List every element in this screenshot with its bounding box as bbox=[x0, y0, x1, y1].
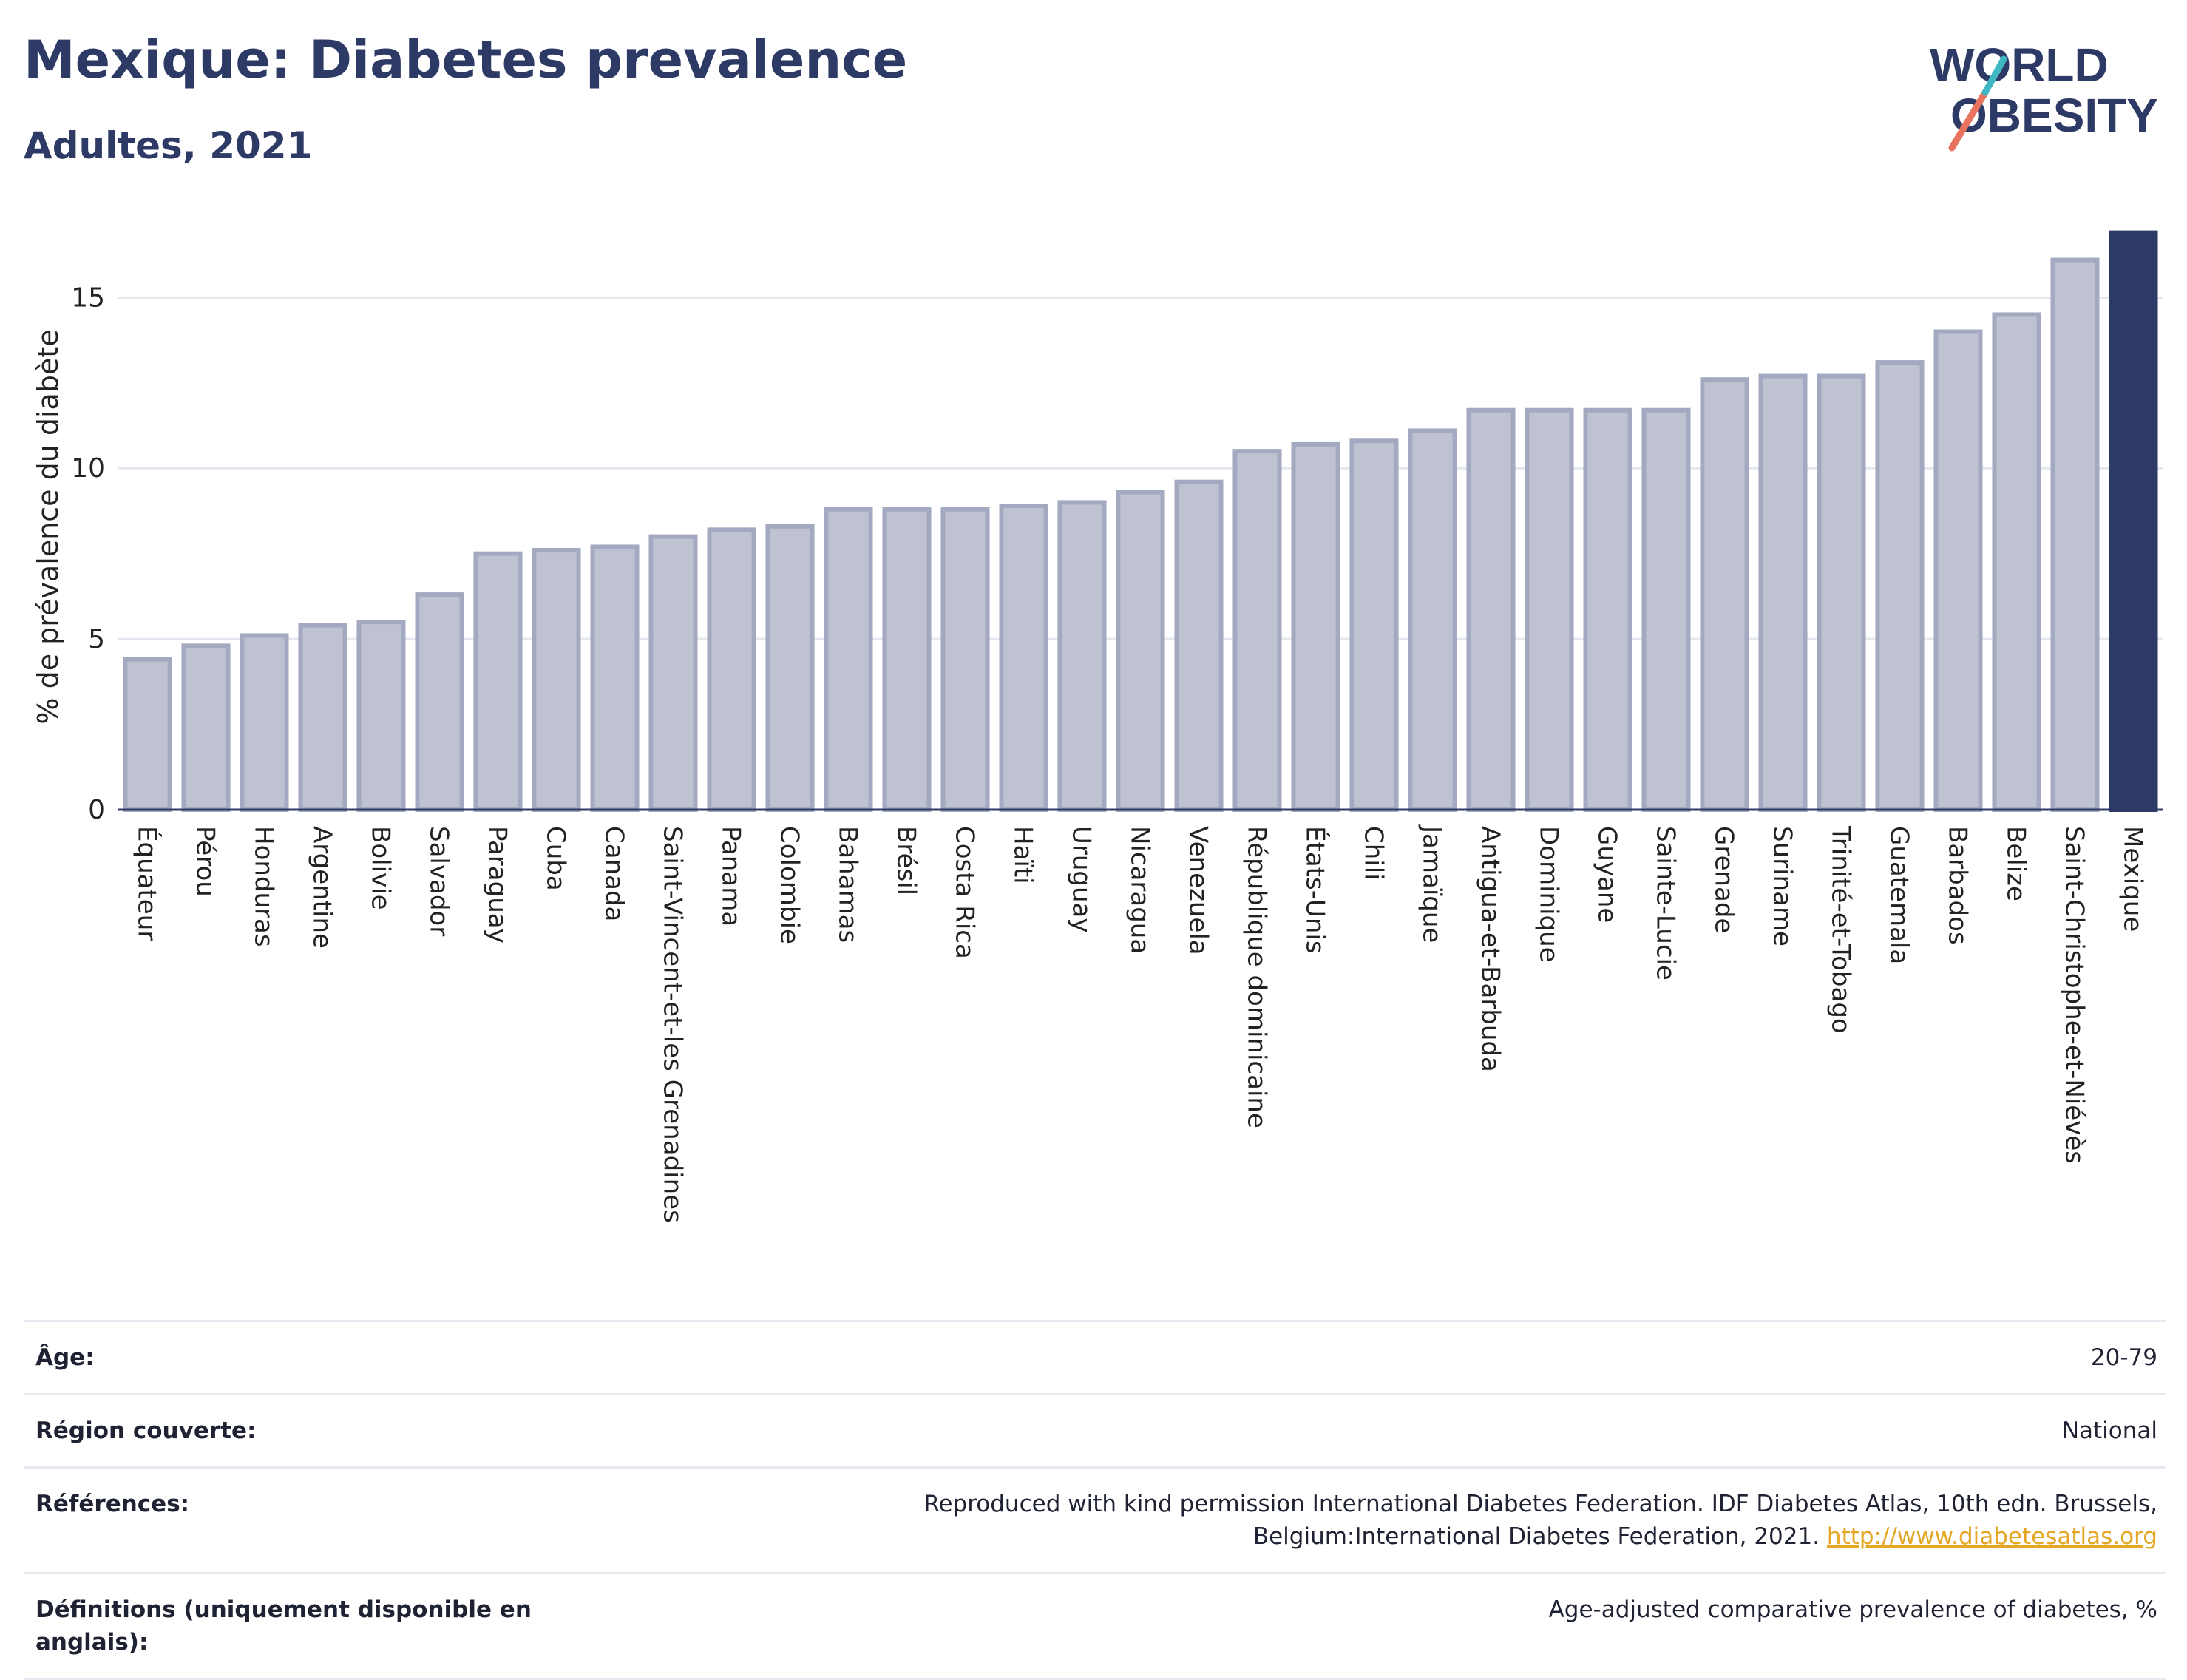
y-axis-label: % de prévalence du diabète bbox=[32, 329, 64, 724]
bar bbox=[415, 592, 464, 813]
bar bbox=[1700, 377, 1749, 813]
info-label: Âge: bbox=[35, 1344, 95, 1371]
x-tick-label: Argentine bbox=[308, 826, 337, 949]
bar bbox=[2109, 230, 2158, 812]
info-table: Âge: 20-79 Région couverte: National Réf… bbox=[24, 1320, 2166, 1680]
info-value: Age-adjusted comparative prevalence of d… bbox=[1548, 1596, 2157, 1623]
x-tick-label: Guatemala bbox=[1885, 826, 1914, 964]
x-tick-label: Jamaïque bbox=[1417, 824, 1447, 943]
logo-slash-teal bbox=[1981, 55, 2007, 96]
x-tick-label: Canada bbox=[600, 826, 629, 921]
bar bbox=[940, 507, 990, 812]
x-tick-label: Pérou bbox=[191, 826, 220, 897]
x-tick-label: États-Unis bbox=[1301, 826, 1331, 954]
x-tick-label: Saint-Christophe-et-Niévès bbox=[2060, 826, 2089, 1164]
x-tick-label: Grenade bbox=[1709, 826, 1739, 933]
references-text: Reproduced with kind permission Internat… bbox=[923, 1491, 2157, 1550]
bar bbox=[1057, 500, 1107, 812]
bar bbox=[123, 657, 172, 813]
x-tick-label: Mexique bbox=[2118, 826, 2148, 932]
x-tick-label: Haïti bbox=[1008, 826, 1038, 884]
bar bbox=[1408, 428, 1457, 812]
bar bbox=[473, 551, 523, 812]
page-subtitle: Adultes, 2021 bbox=[24, 124, 313, 167]
x-tick-label: Uruguay bbox=[1067, 826, 1096, 933]
bar bbox=[1525, 407, 1574, 812]
x-tick-label: République dominicaine bbox=[1242, 826, 1272, 1128]
x-tick-label: Venezuela bbox=[1184, 826, 1213, 955]
x-tick-label: Salvador bbox=[424, 826, 454, 936]
bar bbox=[765, 524, 815, 812]
bar bbox=[1583, 407, 1632, 812]
info-value: Reproduced with kind permission Internat… bbox=[679, 1488, 2157, 1553]
info-row-age: Âge: 20-79 bbox=[24, 1320, 2166, 1393]
bar bbox=[1349, 438, 1399, 812]
info-label: Région couverte: bbox=[35, 1418, 257, 1444]
bar bbox=[298, 623, 347, 812]
x-tick-label: Panama bbox=[716, 826, 746, 927]
x-tick-label: Chili bbox=[1359, 826, 1389, 881]
bar bbox=[1875, 360, 1925, 812]
bar bbox=[999, 504, 1048, 812]
page-title: Mexique: Diabetes prevalence bbox=[24, 30, 908, 90]
bar bbox=[824, 507, 873, 812]
logo-slash-red bbox=[1948, 89, 1989, 152]
world-obesity-logo: WORLD OBESITY bbox=[1930, 38, 2158, 152]
bar bbox=[1174, 479, 1224, 812]
bar bbox=[1466, 407, 1516, 812]
bar bbox=[882, 507, 932, 812]
bar bbox=[1933, 329, 1983, 812]
info-row-references: Références: Reproduced with kind permiss… bbox=[24, 1466, 2166, 1572]
bar bbox=[1992, 312, 2041, 813]
info-row-region: Région couverte: National bbox=[24, 1393, 2166, 1466]
x-tick-label: Costa Rica bbox=[950, 826, 980, 959]
x-tick-label: Dominique bbox=[1534, 826, 1564, 963]
bar bbox=[1758, 373, 1808, 812]
y-tick-label: 5 bbox=[88, 624, 105, 654]
x-tick-label: Bolivie bbox=[366, 826, 396, 910]
bar bbox=[1116, 490, 1165, 812]
info-value: National bbox=[2061, 1418, 2157, 1444]
x-tick-label: Barbados bbox=[1943, 826, 1973, 945]
x-tick-label: Colombie bbox=[775, 826, 804, 944]
x-tick-label: Belize bbox=[2001, 826, 2031, 901]
y-tick-label: 10 bbox=[71, 453, 105, 484]
x-tick-label: Sainte-Lucie bbox=[1651, 826, 1681, 980]
bar bbox=[181, 643, 231, 813]
info-row-definitions: Définitions (uniquement disponible en an… bbox=[24, 1572, 2166, 1680]
x-tick-label: Antigua-et-Barbuda bbox=[1476, 826, 1505, 1072]
info-label: Références: bbox=[35, 1491, 190, 1517]
bar bbox=[2050, 257, 2100, 812]
info-label: Définitions (uniquement disponible en an… bbox=[35, 1596, 532, 1656]
references-link[interactable]: http://www.diabetesatlas.org bbox=[1826, 1523, 2157, 1550]
y-tick-label: 15 bbox=[71, 282, 105, 313]
logo-line1: WORLD bbox=[1930, 38, 2109, 92]
x-tick-label: Brésil bbox=[892, 826, 921, 895]
x-tick-label: Suriname bbox=[1768, 826, 1797, 946]
bar bbox=[356, 620, 406, 812]
bar bbox=[1817, 373, 1866, 812]
info-value: 20-79 bbox=[2090, 1344, 2157, 1371]
x-tick-label: Honduras bbox=[249, 826, 279, 947]
x-tick-label: Nicaragua bbox=[1125, 826, 1155, 954]
x-tick-label: Équateur bbox=[132, 826, 163, 941]
bar bbox=[1641, 407, 1691, 812]
bar bbox=[590, 544, 640, 812]
bar bbox=[707, 527, 756, 812]
x-tick-label: Saint-Vincent-et-les Grenadines bbox=[658, 826, 688, 1223]
bar bbox=[532, 548, 581, 812]
bar bbox=[1232, 449, 1282, 812]
bar bbox=[240, 633, 289, 812]
x-tick-label: Bahamas bbox=[833, 826, 863, 943]
x-tick-label: Trinité-et-Tobago bbox=[1826, 825, 1856, 1034]
x-tick-label: Cuba bbox=[541, 826, 571, 891]
bar bbox=[648, 534, 698, 812]
y-tick-label: 0 bbox=[88, 795, 105, 825]
x-tick-label: Guyane bbox=[1593, 826, 1622, 923]
x-tick-label: Paraguay bbox=[483, 826, 512, 944]
bar bbox=[1291, 441, 1340, 812]
bar-chart: 0 5 10 15% de prévalence du diabète Équateur… bbox=[32, 230, 2163, 1223]
